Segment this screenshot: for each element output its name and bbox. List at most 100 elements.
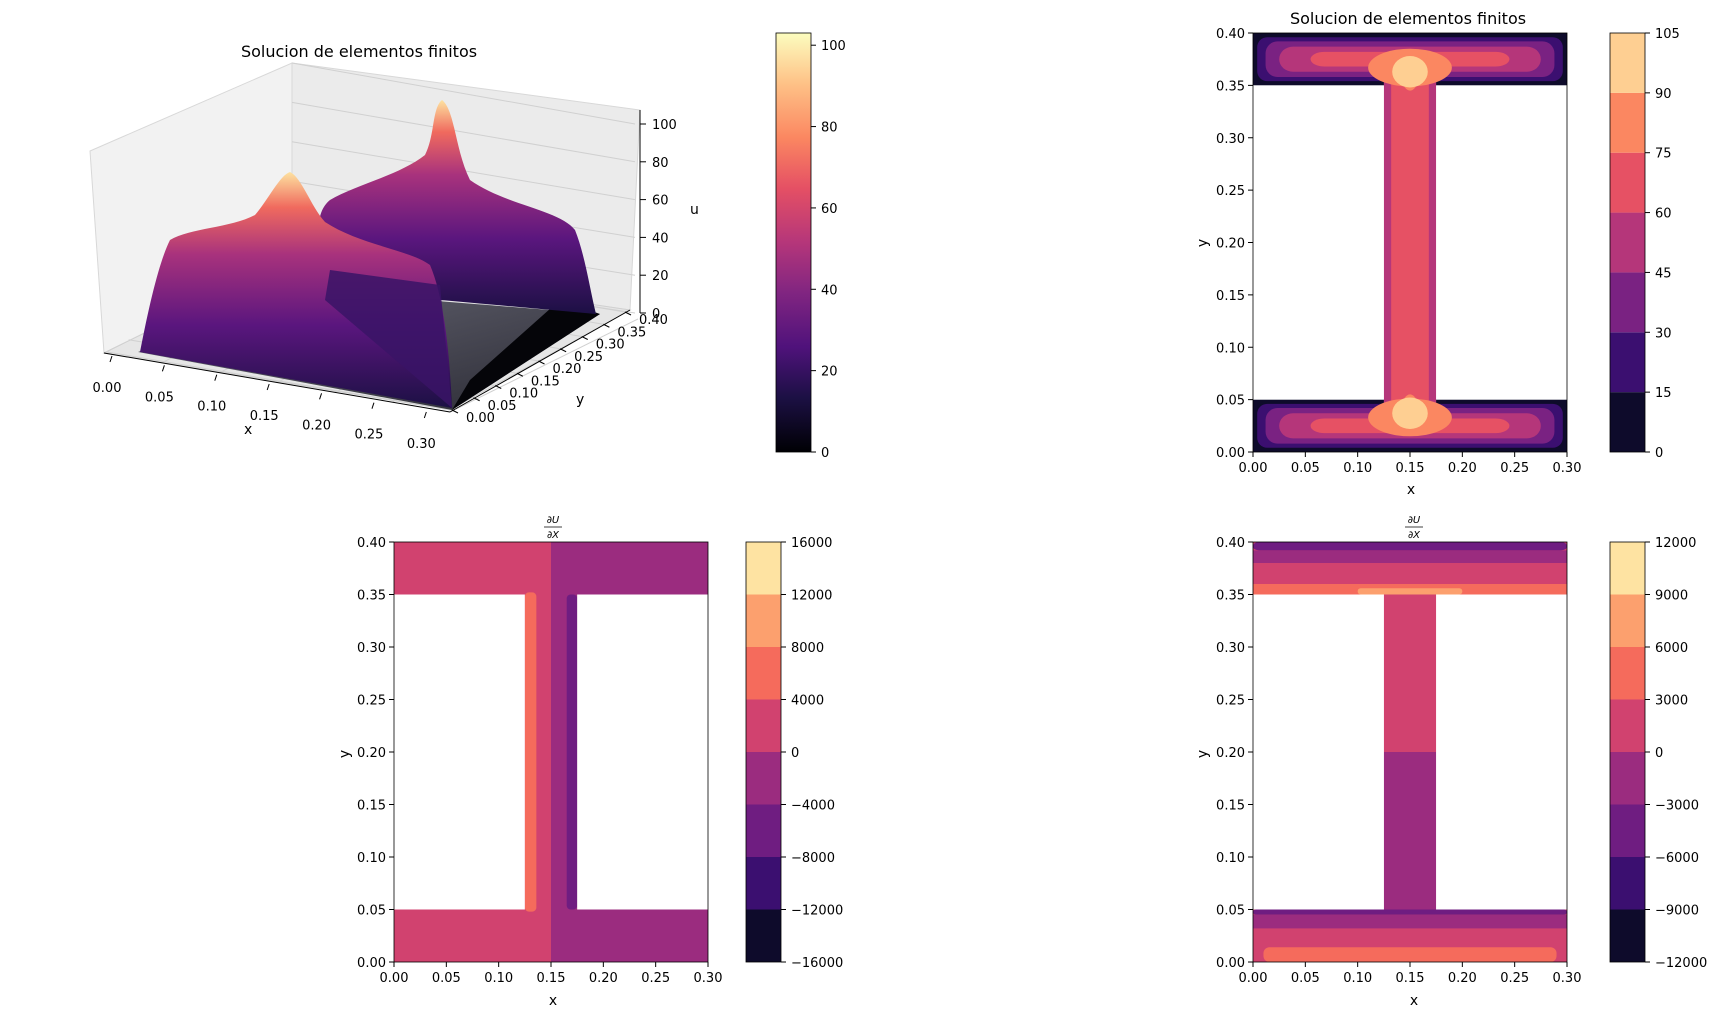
dudx-left-x-tick-label: 0.15 xyxy=(537,971,566,986)
surface-y-tick-mark xyxy=(495,385,502,389)
dudx-right-title-den: ∂X xyxy=(1408,530,1421,541)
dudx-left-y-tick-label: 0.40 xyxy=(357,536,386,551)
surface-x-tick-mark xyxy=(109,355,113,363)
dudx-left-x-tick-label: 0.20 xyxy=(589,971,618,986)
surface-z-gridline xyxy=(291,101,636,163)
surface-y-tick-label: 0.05 xyxy=(488,399,517,414)
surface-z-tick-label: 40 xyxy=(652,231,669,246)
surface-y-tick-label: 0.20 xyxy=(553,362,582,377)
surface-z-tick-label: 0 xyxy=(652,307,660,322)
surface-x-tick-label: 0.05 xyxy=(145,390,174,405)
contour-solution-y-tick-label: 0.00 xyxy=(1216,446,1245,461)
dudx-left-x-tick-label: 0.10 xyxy=(484,971,513,986)
dudx-right-void-left xyxy=(1253,594,1384,910)
dudx-right-x-tick-label: 0.05 xyxy=(1291,971,1320,986)
dudx-right-y-tick-label: 0.20 xyxy=(1216,746,1245,761)
surface-x-tick-mark xyxy=(214,374,218,381)
dudx-left-colorbar-tick-label: −8000 xyxy=(791,851,835,866)
surface-x-tick-label: 0.25 xyxy=(354,428,383,443)
contour-dudx-left-plot: 0.00 0.05 0.10 0.15 0.20 0.25 0.30 0.00 0.05 0.10… xyxy=(357,536,843,986)
contour-solution-y-tick-label: 0.25 xyxy=(1216,184,1245,199)
dudx-left-web-edge-positive xyxy=(524,592,537,912)
contour-dudx-right-panel: ∂U ∂X 0.00 0.05 0.10 0.15 0.20 0.25 0.300.000.… xyxy=(1195,515,1707,1009)
dudx-right-x-tick-label: 0.30 xyxy=(1553,971,1582,986)
surface-z-tick-label: 100 xyxy=(652,118,677,133)
contour-solution-y-tick-label: 0.10 xyxy=(1216,341,1245,356)
contour-solution-void-left xyxy=(1253,85,1384,400)
contour-solution-x-tick-label: 0.20 xyxy=(1448,461,1477,476)
dudx-right-level-band xyxy=(1383,752,1437,910)
contour-solution-plot: 0.00 0.05 0.10 0.15 0.20 0.25 0.30 0.00 0.05 0.10… xyxy=(1216,27,1680,476)
dudx-left-title-den: ∂X xyxy=(547,530,560,541)
dudx-right-y-label: y xyxy=(1195,750,1211,758)
contour-solution-colorbar-band xyxy=(1610,272,1645,333)
surface-colorbar-tick-label: 20 xyxy=(821,365,838,380)
contour-solution-x-tick-label: 0.25 xyxy=(1500,461,1529,476)
dudx-left-colorbar-band xyxy=(746,594,781,647)
dudx-right-colorbar-tick-label: 3000 xyxy=(1655,694,1688,709)
surface-floor-shadow xyxy=(452,300,600,410)
contour-solution-y-tick-label: 0.30 xyxy=(1216,132,1245,147)
dudx-right-colorbar-band xyxy=(1610,857,1645,910)
dudx-right-colorbar-tick-label: −3000 xyxy=(1655,799,1699,814)
dudx-right-level-band xyxy=(1357,588,1463,595)
surface-y-tick-mark xyxy=(538,360,545,365)
contour-dudx-left-panel: ∂U ∂X 0.00 0.05 0.10 0.15 0.20 0.25 0.300.000.… xyxy=(337,515,843,1009)
contour-solution-x-label: x xyxy=(1407,482,1415,498)
dudx-right-y-tick-label: 0.40 xyxy=(1216,536,1245,551)
surface-colorbar-tick-label: 40 xyxy=(821,283,838,298)
dudx-right-colorbar-band xyxy=(1610,594,1645,647)
contour-solution-colorbar-band xyxy=(1610,392,1645,452)
dudx-left-x-tick-label: 0.00 xyxy=(380,971,409,986)
dudx-right-colorbar-tick-label: −12000 xyxy=(1655,956,1707,971)
surface-z-label: u xyxy=(690,202,699,218)
contour-solution-y-tick-label: 0.05 xyxy=(1216,394,1245,409)
dudx-right-colorbar-band xyxy=(1610,647,1645,700)
contour-solution-colorbar-tick-label: 90 xyxy=(1655,87,1672,102)
contour-solution-colorbar-band xyxy=(1610,152,1645,213)
contour-solution-title: Solucion de elementos finitos xyxy=(1290,9,1526,28)
surface-x-tick-label: 0.15 xyxy=(250,409,279,424)
surface-y-tick-label: 0.10 xyxy=(509,387,538,402)
surface-y-tick-mark xyxy=(473,397,480,402)
surface-colorbar-tick-label: 60 xyxy=(821,202,838,217)
dudx-left-y-label: y xyxy=(337,750,353,758)
contour-solution-panel: Solucion de elementos finitos 0.00 0.05 0.… xyxy=(1195,9,1680,498)
dudx-left-y-tick-label: 0.00 xyxy=(357,956,386,971)
surface-colorbar-tick-label: 0 xyxy=(821,446,829,461)
surface-x-tick-mark xyxy=(266,383,270,391)
dudx-right-y-tick-label: 0.30 xyxy=(1216,641,1245,656)
surface-3d-panel: Solucion de elementos finitos 0.000.050.… xyxy=(89,32,846,461)
contour-solution-colorbar-tick-label: 60 xyxy=(1655,207,1672,222)
dudx-left-title-num: ∂U xyxy=(547,515,560,526)
surface-y-tick-label: 0.35 xyxy=(617,325,646,340)
surface-x-tick-mark xyxy=(371,402,375,409)
dudx-left-colorbar-band xyxy=(746,752,781,805)
dudx-right-colorbar-tick-label: 0 xyxy=(1655,746,1663,761)
x-axis-line xyxy=(103,352,451,413)
surface-y-tick-mark xyxy=(559,348,567,353)
dudx-right-colorbar-band xyxy=(1610,909,1645,962)
contour-solution-colorbar-band xyxy=(1610,212,1645,273)
surface-y-tick-mark xyxy=(451,409,459,414)
contour-solution-peak-inner xyxy=(1392,397,1428,429)
dudx-right-colorbar-band xyxy=(1610,699,1645,752)
surface-y-tick-label: 0.00 xyxy=(466,411,495,426)
contour-solution-x-tick-label: 0.10 xyxy=(1343,461,1372,476)
dudx-right-level-band xyxy=(1383,594,1437,752)
dudx-left-y-tick-label: 0.25 xyxy=(357,694,386,709)
dudx-left-x-label: x xyxy=(549,993,557,1009)
dudx-left-colorbar-band xyxy=(746,699,781,752)
contour-solution-colorbar-tick-label: 0 xyxy=(1655,446,1663,461)
contour-solution-void-right xyxy=(1436,85,1567,400)
dudx-right-level-band xyxy=(1253,550,1567,563)
contour-solution-colorbar-tick-label: 30 xyxy=(1655,326,1672,341)
surface-x-tick-label: 0.20 xyxy=(302,418,331,433)
surface-colorbar-ticks: 0 20 40 60 80 100 xyxy=(811,39,846,461)
dudx-right-colorbar-tick-label: −6000 xyxy=(1655,851,1699,866)
dudx-left-y-tick-label: 0.10 xyxy=(357,851,386,866)
dudx-right-void-right xyxy=(1436,594,1567,910)
dudx-right-colorbar-tick-label: 6000 xyxy=(1655,641,1688,656)
dudx-right-y-tick-label: 0.10 xyxy=(1216,851,1245,866)
contour-solution-colorbar-band xyxy=(1610,332,1645,393)
